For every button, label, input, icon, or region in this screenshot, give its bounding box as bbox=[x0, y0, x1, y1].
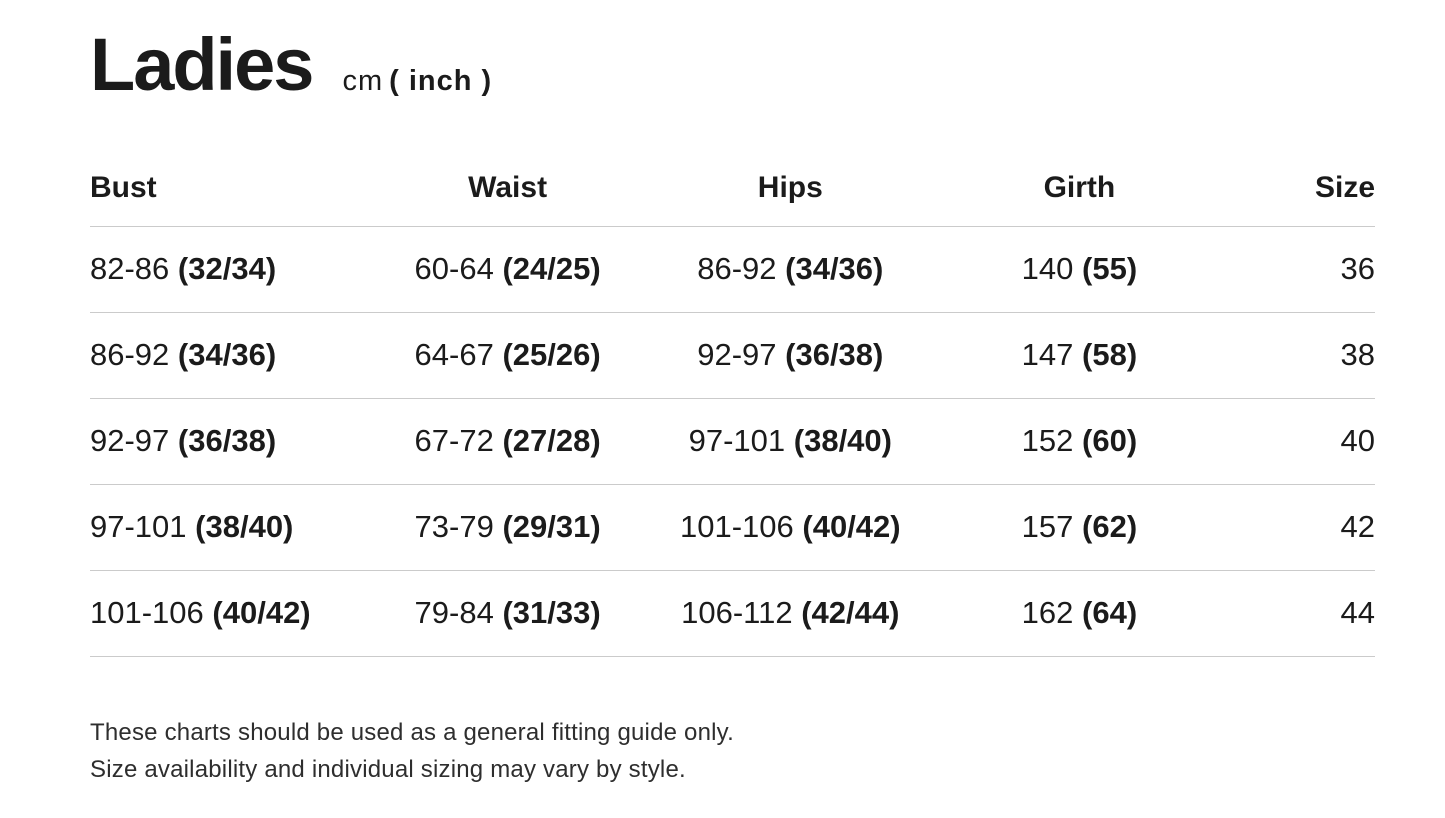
size-cell: 38 bbox=[1220, 312, 1375, 399]
hips-inch-value: (38/40) bbox=[793, 423, 892, 458]
girth-cm-value: 162 bbox=[1021, 595, 1074, 630]
table-header-row: Bust Waist Hips Girth Size bbox=[90, 150, 1375, 227]
page-title: Ladies bbox=[90, 23, 314, 106]
size-cell: 42 bbox=[1220, 484, 1375, 571]
waist-cell: 60-64 (24/25) bbox=[372, 226, 643, 313]
hips-cell: 92-97 (36/38) bbox=[642, 312, 939, 399]
bust-inch-value: (38/40) bbox=[195, 509, 294, 544]
unit-inch-label: ( inch ) bbox=[389, 65, 493, 97]
waist-inch-value: (31/33) bbox=[502, 595, 601, 630]
waist-cell: 67-72 (27/28) bbox=[372, 398, 643, 485]
column-header-bust: Bust bbox=[90, 150, 373, 227]
girth-cell: 162 (64) bbox=[938, 570, 1221, 657]
bust-inch-value: (36/38) bbox=[177, 423, 277, 458]
size-guide-content: Ladies cm( inch ) Bust Waist Hips Girth … bbox=[90, 25, 1375, 788]
disclaimer: These charts should be used as a general… bbox=[90, 714, 1375, 788]
bust-cell: 97-101 (38/40) bbox=[90, 484, 373, 571]
column-header-hips: Hips bbox=[642, 150, 939, 227]
hips-inch-value: (42/44) bbox=[801, 595, 900, 630]
girth-cm-value: 147 bbox=[1021, 337, 1074, 372]
hips-inch-value: (34/36) bbox=[785, 251, 884, 286]
waist-cell: 79-84 (31/33) bbox=[372, 570, 643, 657]
size-cell: 40 bbox=[1220, 398, 1375, 485]
girth-cell: 157 (62) bbox=[938, 484, 1221, 571]
girth-inch-value: (60) bbox=[1082, 423, 1138, 458]
bust-inch-value: (34/36) bbox=[177, 337, 277, 372]
unit-cm-label: cm bbox=[342, 65, 384, 97]
column-header-waist: Waist bbox=[372, 150, 643, 227]
waist-cm-value: 67-72 bbox=[414, 423, 494, 458]
hips-cm-value: 92-97 bbox=[697, 337, 777, 372]
bust-inch-value: (40/42) bbox=[212, 595, 311, 630]
hips-cm-value: 101-106 bbox=[679, 509, 794, 544]
disclaimer-line-1: These charts should be used as a general… bbox=[90, 718, 734, 746]
hips-inch-value: (40/42) bbox=[802, 509, 901, 544]
waist-inch-value: (29/31) bbox=[502, 509, 601, 544]
hips-cell: 86-92 (34/36) bbox=[642, 226, 939, 313]
girth-cm-value: 157 bbox=[1021, 509, 1074, 544]
bust-cm-value: 97-101 bbox=[90, 509, 187, 544]
column-header-girth: Girth bbox=[938, 150, 1221, 227]
girth-cm-value: 140 bbox=[1021, 251, 1074, 286]
bust-cell: 86-92 (34/36) bbox=[90, 312, 373, 399]
bust-cell: 82-86 (32/34) bbox=[90, 226, 373, 313]
hips-cm-value: 106-112 bbox=[681, 595, 793, 630]
waist-cm-value: 64-67 bbox=[414, 337, 494, 372]
girth-inch-value: (62) bbox=[1082, 509, 1138, 544]
waist-cell: 64-67 (25/26) bbox=[372, 312, 643, 399]
hips-cm-value: 97-101 bbox=[688, 423, 786, 458]
girth-inch-value: (64) bbox=[1082, 595, 1138, 630]
girth-cell: 147 (58) bbox=[938, 312, 1221, 399]
girth-inch-value: (58) bbox=[1082, 337, 1138, 372]
unit-label: cm( inch ) bbox=[342, 65, 492, 98]
waist-cm-value: 73-79 bbox=[414, 509, 494, 544]
girth-cm-value: 152 bbox=[1021, 423, 1074, 458]
disclaimer-line-2: Size availability and individual sizing … bbox=[90, 755, 686, 783]
waist-cm-value: 79-84 bbox=[414, 595, 494, 630]
bust-cm-value: 82-86 bbox=[90, 251, 170, 286]
size-cell: 36 bbox=[1220, 226, 1375, 313]
waist-inch-value: (25/26) bbox=[502, 337, 601, 372]
bust-cell: 101-106 (40/42) bbox=[90, 570, 373, 657]
girth-cell: 152 (60) bbox=[938, 398, 1221, 485]
bust-cell: 92-97 (36/38) bbox=[90, 398, 373, 485]
hips-cell: 97-101 (38/40) bbox=[642, 398, 939, 485]
size-chart-table: Bust Waist Hips Girth Size 82-86 (32/34)… bbox=[90, 150, 1375, 657]
table-row: 82-86 (32/34) 60-64 (24/25) 86-92 (34/36… bbox=[90, 226, 1375, 313]
size-cell: 44 bbox=[1220, 570, 1375, 657]
page-header: Ladies cm( inch ) bbox=[90, 25, 1375, 105]
bust-cm-value: 101-106 bbox=[90, 595, 204, 630]
bust-cm-value: 86-92 bbox=[90, 337, 170, 372]
bust-cm-value: 92-97 bbox=[90, 423, 170, 458]
girth-inch-value: (55) bbox=[1082, 251, 1138, 286]
waist-inch-value: (24/25) bbox=[502, 251, 601, 286]
hips-cell: 101-106 (40/42) bbox=[642, 484, 939, 571]
table-row: 86-92 (34/36) 64-67 (25/26) 92-97 (36/38… bbox=[90, 312, 1375, 399]
table-row: 101-106 (40/42) 79-84 (31/33) 106-112 (4… bbox=[90, 570, 1375, 657]
hips-cm-value: 86-92 bbox=[697, 251, 777, 286]
girth-cell: 140 (55) bbox=[938, 226, 1221, 313]
bust-inch-value: (32/34) bbox=[177, 251, 277, 286]
waist-cm-value: 60-64 bbox=[414, 251, 494, 286]
table-row: 97-101 (38/40) 73-79 (29/31) 101-106 (40… bbox=[90, 484, 1375, 571]
waist-inch-value: (27/28) bbox=[502, 423, 601, 458]
table-row: 92-97 (36/38) 67-72 (27/28) 97-101 (38/4… bbox=[90, 398, 1375, 485]
hips-inch-value: (36/38) bbox=[785, 337, 884, 372]
column-header-size: Size bbox=[1220, 150, 1375, 227]
hips-cell: 106-112 (42/44) bbox=[642, 570, 939, 657]
waist-cell: 73-79 (29/31) bbox=[372, 484, 643, 571]
